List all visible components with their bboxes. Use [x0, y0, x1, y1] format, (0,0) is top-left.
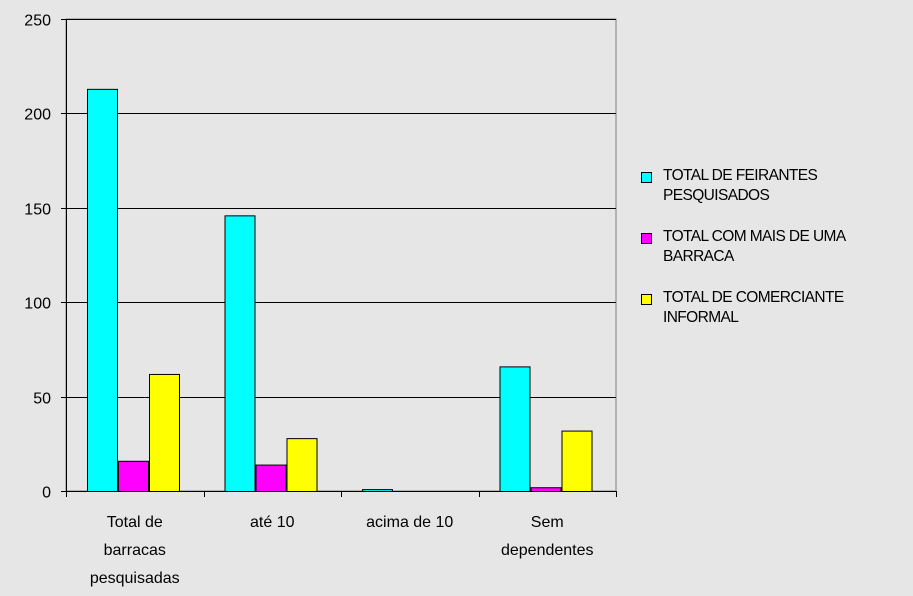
legend-swatch	[641, 294, 652, 305]
legend-item: TOTAL DE FEIRANTES PESQUISADOS	[641, 166, 906, 206]
y-tick-label: 200	[24, 107, 51, 124]
legend-label: TOTAL DE FEIRANTES PESQUISADOS	[663, 167, 818, 204]
y-tick-label: 50	[33, 391, 51, 408]
y-tick-label: 250	[24, 13, 51, 30]
bar	[499, 366, 531, 492]
y-tick-label: 150	[24, 202, 51, 219]
legend-item: TOTAL COM MAIS DE UMA BARRACA	[641, 227, 906, 267]
x-tick-label: acima de 10	[366, 514, 453, 531]
gridlines	[65, 18, 617, 492]
bar	[87, 88, 118, 493]
bar	[255, 464, 287, 492]
bar	[149, 373, 180, 492]
x-tick-label: barracas	[104, 542, 166, 559]
legend: TOTAL DE FEIRANTES PESQUISADOS TOTAL COM …	[641, 166, 906, 349]
y-tick-label: 0	[42, 485, 51, 502]
axes	[61, 19, 617, 497]
legend-label: TOTAL DE COMERCIANTE INFORMAL	[663, 289, 844, 326]
y-tick-label: 100	[24, 296, 51, 313]
plot-area	[65, 18, 617, 492]
bar	[118, 460, 149, 492]
x-tick-label: dependentes	[501, 542, 594, 559]
x-tick-label: Total de	[107, 514, 163, 531]
bar	[530, 487, 562, 492]
legend-swatch	[641, 233, 652, 244]
x-tick-label: pesquisadas	[90, 570, 180, 587]
bar	[286, 438, 318, 492]
legend-swatch	[641, 172, 652, 183]
x-tick-label: Sem	[531, 514, 564, 531]
tick-labels: 0 50 100 150 200 250 Total de barracas pesquisad…	[24, 13, 593, 588]
bar	[224, 215, 256, 493]
x-tick-label: até 10	[250, 514, 295, 531]
legend-item: TOTAL DE COMERCIANTE INFORMAL	[641, 288, 906, 328]
legend-label: TOTAL COM MAIS DE UMA BARRACA	[663, 228, 845, 265]
bars	[87, 88, 593, 493]
bar	[561, 430, 593, 493]
